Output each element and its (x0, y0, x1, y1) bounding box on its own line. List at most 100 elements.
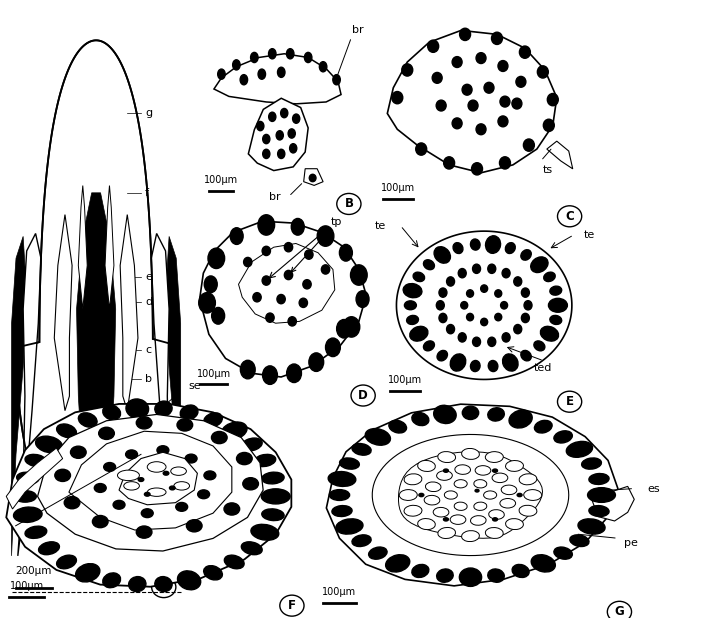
Ellipse shape (392, 91, 403, 104)
Polygon shape (248, 98, 308, 171)
Ellipse shape (412, 413, 429, 426)
Ellipse shape (444, 491, 457, 499)
Polygon shape (77, 193, 115, 556)
Ellipse shape (147, 488, 166, 496)
Ellipse shape (104, 462, 115, 472)
Ellipse shape (266, 313, 274, 323)
Ellipse shape (356, 291, 369, 308)
Polygon shape (397, 231, 572, 379)
Ellipse shape (332, 506, 352, 517)
Ellipse shape (268, 112, 276, 121)
Ellipse shape (488, 337, 496, 347)
Ellipse shape (276, 130, 283, 140)
Ellipse shape (305, 250, 313, 260)
Ellipse shape (521, 250, 531, 260)
Text: G: G (614, 605, 624, 618)
Ellipse shape (446, 277, 454, 286)
Ellipse shape (288, 129, 295, 138)
Ellipse shape (418, 460, 435, 472)
Ellipse shape (138, 478, 144, 481)
Ellipse shape (293, 114, 300, 123)
Ellipse shape (204, 276, 217, 293)
Ellipse shape (258, 69, 266, 79)
Ellipse shape (155, 577, 172, 591)
Ellipse shape (78, 413, 97, 427)
Ellipse shape (117, 470, 140, 481)
Ellipse shape (263, 149, 270, 159)
Ellipse shape (303, 279, 311, 289)
Polygon shape (387, 30, 557, 173)
Ellipse shape (514, 324, 522, 334)
Ellipse shape (548, 93, 558, 106)
Ellipse shape (236, 452, 252, 465)
Ellipse shape (459, 568, 481, 586)
Polygon shape (592, 486, 634, 521)
Ellipse shape (444, 469, 449, 472)
Ellipse shape (136, 417, 152, 429)
Ellipse shape (461, 531, 479, 541)
Ellipse shape (343, 316, 360, 337)
Ellipse shape (198, 490, 209, 499)
Ellipse shape (554, 547, 572, 559)
Ellipse shape (299, 298, 308, 308)
Ellipse shape (258, 215, 275, 235)
Ellipse shape (208, 248, 225, 269)
Ellipse shape (404, 474, 422, 485)
Ellipse shape (25, 526, 47, 538)
Ellipse shape (434, 247, 451, 263)
Polygon shape (120, 214, 138, 410)
Ellipse shape (211, 307, 225, 324)
Ellipse shape (277, 295, 286, 304)
Ellipse shape (506, 460, 523, 472)
Ellipse shape (204, 413, 222, 427)
Ellipse shape (424, 341, 434, 351)
Ellipse shape (481, 318, 488, 326)
Ellipse shape (278, 67, 285, 77)
Ellipse shape (519, 474, 537, 485)
Ellipse shape (413, 272, 424, 282)
Ellipse shape (424, 496, 440, 505)
Ellipse shape (502, 269, 510, 278)
Ellipse shape (419, 493, 424, 497)
Ellipse shape (488, 264, 496, 273)
Ellipse shape (438, 527, 456, 538)
Ellipse shape (352, 535, 371, 546)
Polygon shape (399, 452, 543, 538)
Ellipse shape (262, 276, 271, 286)
Ellipse shape (424, 260, 434, 269)
Text: se: se (188, 381, 201, 391)
Ellipse shape (333, 75, 340, 85)
Polygon shape (125, 439, 135, 556)
Ellipse shape (36, 436, 63, 453)
Ellipse shape (416, 143, 426, 155)
Ellipse shape (126, 399, 149, 418)
Ellipse shape (365, 428, 390, 445)
Ellipse shape (461, 449, 479, 459)
Ellipse shape (476, 124, 486, 135)
Ellipse shape (428, 40, 439, 53)
Ellipse shape (241, 360, 255, 379)
Polygon shape (152, 234, 174, 556)
Text: f: f (145, 188, 149, 198)
Ellipse shape (566, 441, 592, 457)
Ellipse shape (475, 489, 479, 492)
Ellipse shape (462, 84, 472, 95)
Ellipse shape (291, 219, 304, 235)
Polygon shape (6, 448, 63, 509)
Ellipse shape (251, 524, 279, 540)
Ellipse shape (253, 293, 261, 302)
Ellipse shape (187, 520, 202, 532)
Ellipse shape (446, 324, 454, 334)
Ellipse shape (418, 519, 435, 530)
Ellipse shape (286, 49, 294, 59)
Polygon shape (165, 236, 181, 556)
Ellipse shape (55, 469, 70, 481)
Ellipse shape (436, 569, 454, 582)
Ellipse shape (498, 61, 508, 72)
Ellipse shape (138, 471, 150, 480)
Polygon shape (119, 452, 197, 505)
Ellipse shape (309, 353, 324, 371)
Ellipse shape (57, 424, 76, 438)
Ellipse shape (340, 245, 352, 261)
Ellipse shape (352, 444, 371, 455)
